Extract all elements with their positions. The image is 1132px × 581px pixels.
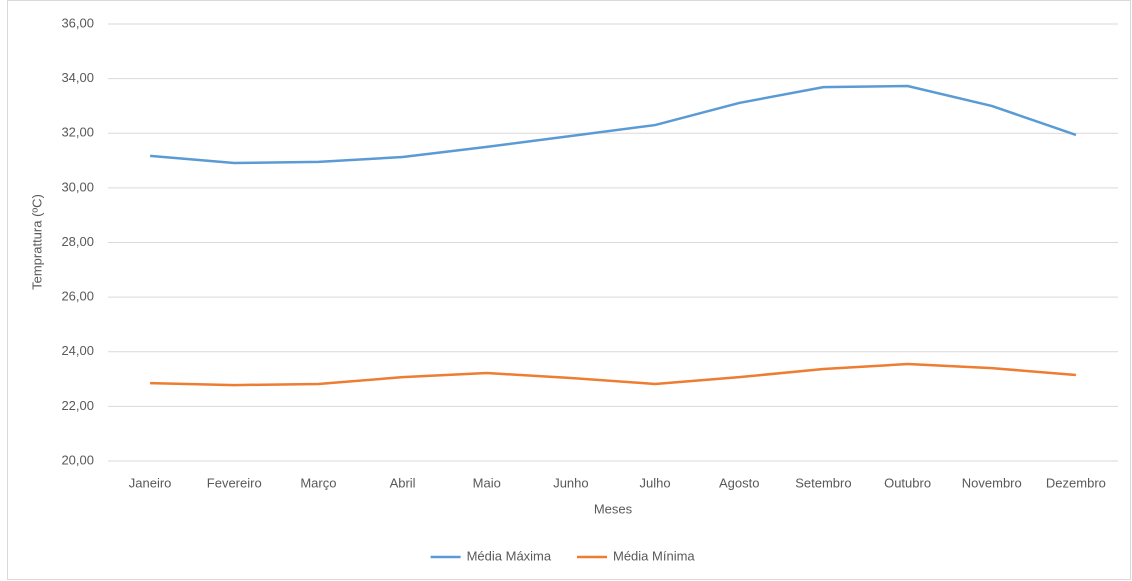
x-tick-label: Junho xyxy=(553,475,588,490)
y-tick-label: 22,00 xyxy=(61,398,94,413)
y-tick-label: 26,00 xyxy=(61,289,94,304)
y-tick-label: 30,00 xyxy=(61,179,94,194)
x-axis-label: Meses xyxy=(594,501,633,516)
x-tick-label: Dezembro xyxy=(1046,475,1106,490)
y-tick-label: 24,00 xyxy=(61,343,94,358)
x-tick-label: Janeiro xyxy=(129,475,172,490)
y-axis-label: Temprattura (ºC) xyxy=(29,194,44,290)
x-tick-label: Fevereiro xyxy=(207,475,262,490)
x-tick-label: Agosto xyxy=(719,475,759,490)
x-tick-label: Março xyxy=(300,475,336,490)
y-tick-label: 28,00 xyxy=(61,234,94,249)
x-tick-label: Maio xyxy=(473,475,501,490)
legend-label: Média Máxima xyxy=(467,548,552,563)
x-tick-label: Abril xyxy=(390,475,416,490)
x-tick-label: Julho xyxy=(640,475,671,490)
y-tick-label: 32,00 xyxy=(61,125,94,140)
legend-label: Média Mínima xyxy=(613,548,695,563)
line-series xyxy=(150,362,1077,387)
y-tick-label: 36,00 xyxy=(61,15,94,30)
y-tick-label: 20,00 xyxy=(61,452,94,467)
x-tick-label: Novembro xyxy=(962,475,1022,490)
chart-border xyxy=(7,0,1131,580)
y-tick-label: 34,00 xyxy=(61,70,94,85)
x-tick-label: Outubro xyxy=(884,475,931,490)
line-series xyxy=(149,84,1077,165)
x-tick-label: Setembro xyxy=(795,475,851,490)
